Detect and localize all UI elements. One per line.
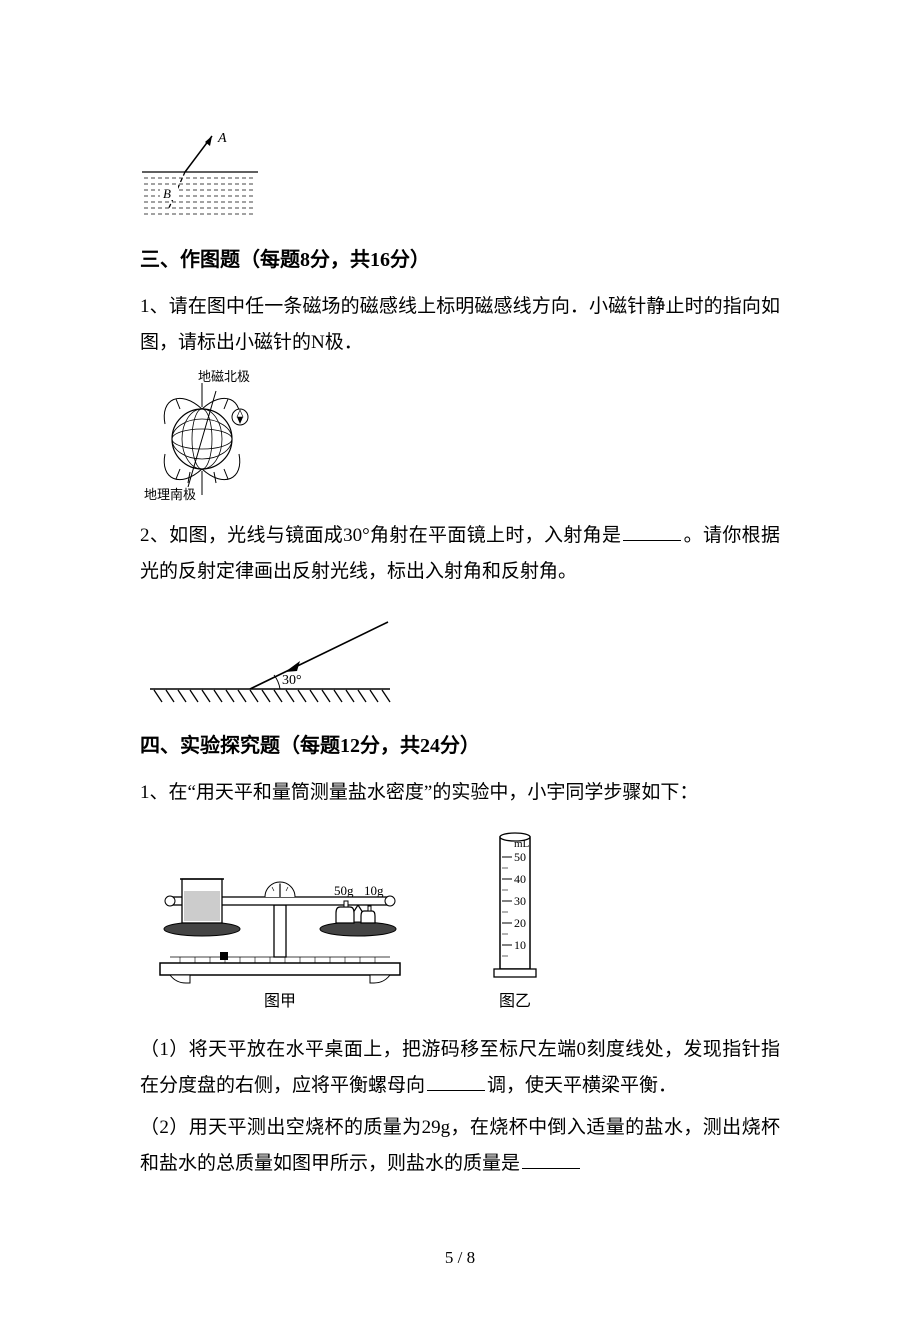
figure-cylinder: mL 50 40 30 20 10 图乙 (480, 825, 550, 1017)
tick-10: 10 (514, 938, 526, 952)
q4-1-sub2-a: （2）用天平测出空烧杯的质量为29g，在烧杯中倒入适量的盐水，测出烧杯和盐水的总… (140, 1117, 780, 1174)
globe-north-label: 地磁北极 (198, 369, 250, 384)
tick-20: 20 (514, 916, 526, 930)
tick-40: 40 (514, 872, 526, 886)
globe-south-label: 地理南极 (144, 487, 196, 502)
blank-incidence-angle (623, 522, 681, 541)
page-sep: / (453, 1248, 466, 1267)
figure-balance: 50g 10g 图甲 (140, 835, 420, 1017)
page-number: 5 / 8 (140, 1242, 780, 1274)
weight-10g: 10g (364, 883, 384, 898)
tick-30: 30 (514, 894, 526, 908)
q4-1-sub1-b: 调，使天平横梁平衡． (487, 1075, 677, 1096)
q4-1-intro: 1、在“用天平和量筒测量盐水密度”的实验中，小宇同学步骤如下： (140, 775, 780, 811)
q3-2: 2、如图，光线与镜面成30°角射在平面镜上时，入射角是。请你根据光的反射定律画出… (140, 518, 780, 590)
blank-saltwater-mass (522, 1150, 580, 1169)
figure-refraction: A B (140, 128, 780, 223)
caption-jia: 图甲 (140, 987, 420, 1017)
section-3-heading: 三、作图题（每题8分，共16分） (140, 241, 780, 279)
page-total: 8 (467, 1248, 476, 1267)
tick-50: 50 (514, 850, 526, 864)
section-4-heading: 四、实验探究题（每题12分，共24分） (140, 727, 780, 765)
caption-yi: 图乙 (480, 987, 550, 1017)
q4-1-sub2: （2）用天平测出空烧杯的质量为29g，在烧杯中倒入适量的盐水，测出烧杯和盐水的总… (140, 1110, 780, 1182)
blank-adjust-direction (427, 1072, 485, 1091)
figure-mirror: 30° (140, 614, 780, 709)
q3-1: 1、请在图中任一条磁场的磁感线上标明磁感线方向．小磁针静止时的指向如图，请标出小… (140, 289, 780, 361)
cylinder-unit: mL (514, 838, 530, 850)
angle-30-label: 30° (282, 673, 302, 688)
label-a: A (217, 131, 227, 146)
figure-row-balance-cylinder: 50g 10g 图甲 mL (140, 825, 780, 1017)
figure-globe: 地磁北极 地理南极 (140, 369, 780, 504)
label-b: B (163, 186, 171, 201)
weight-50g: 50g (334, 883, 354, 898)
q3-2-text-a: 2、如图，光线与镜面成30°角射在平面镜上时，入射角是 (140, 525, 621, 546)
q4-1-sub1: （1）将天平放在水平桌面上，把游码移至标尺左端0刻度线处，发现指针指在分度盘的右… (140, 1032, 780, 1104)
